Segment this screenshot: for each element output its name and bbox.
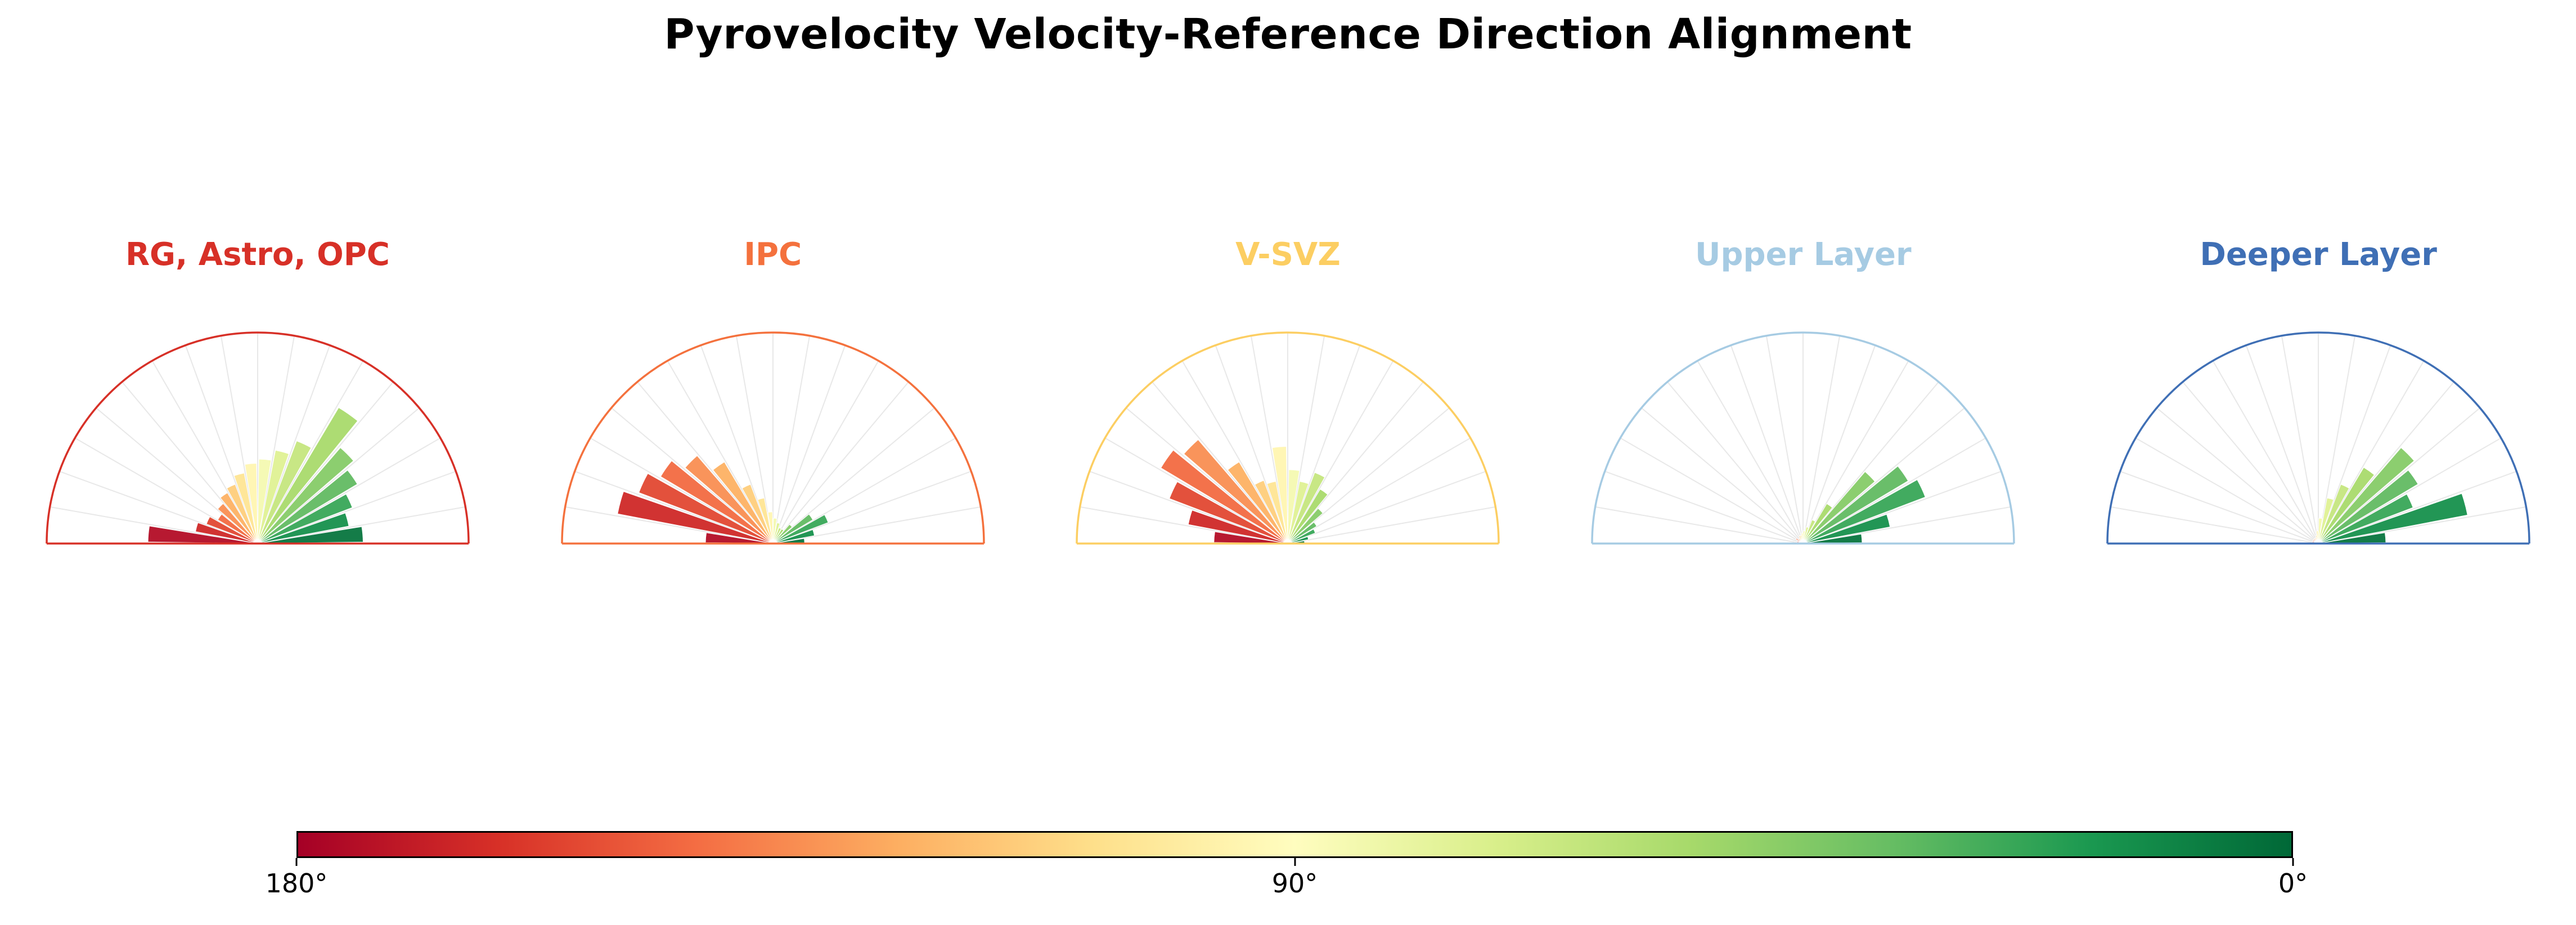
polar-histogram	[46, 331, 470, 545]
panel-title: Upper Layer	[1694, 236, 1912, 273]
colorbar-tick-label: 0°	[2278, 868, 2308, 899]
panel-title: V-SVZ	[1235, 236, 1341, 273]
polar-histogram	[1591, 331, 2016, 545]
colorbar: 180° 90° 0°	[266, 831, 2308, 909]
panel-title: IPC	[744, 236, 802, 273]
panel-title: RG, Astro, OPC	[125, 236, 390, 273]
polar-histogram	[1076, 331, 1500, 545]
polar-histogram	[2106, 331, 2530, 545]
panel-ipc: IPC	[515, 236, 1031, 554]
panel-title: Deeper Layer	[2200, 236, 2437, 273]
colorbar-tick	[1294, 858, 1296, 866]
panels-row: RG, Astro, OPC IPC V-SVZ Upper Layer Dee…	[0, 236, 2576, 554]
colorbar-tick	[295, 858, 298, 866]
panel-rg-astro-opc: RG, Astro, OPC	[0, 236, 515, 554]
colorbar-tick-label: 180°	[265, 868, 328, 899]
colorbar-tick	[2292, 858, 2294, 866]
panel-v-svz: V-SVZ	[1031, 236, 1546, 554]
colorbar-gradient	[296, 831, 2293, 858]
panel-upper-layer: Upper Layer	[1545, 236, 2061, 554]
panel-deeper-layer: Deeper Layer	[2061, 236, 2576, 554]
colorbar-ticks: 180° 90° 0°	[266, 858, 2308, 909]
polar-histogram	[560, 331, 985, 545]
figure-title: Pyrovelocity Velocity-Reference Directio…	[664, 10, 1912, 59]
colorbar-tick-label: 90°	[1271, 868, 1318, 899]
